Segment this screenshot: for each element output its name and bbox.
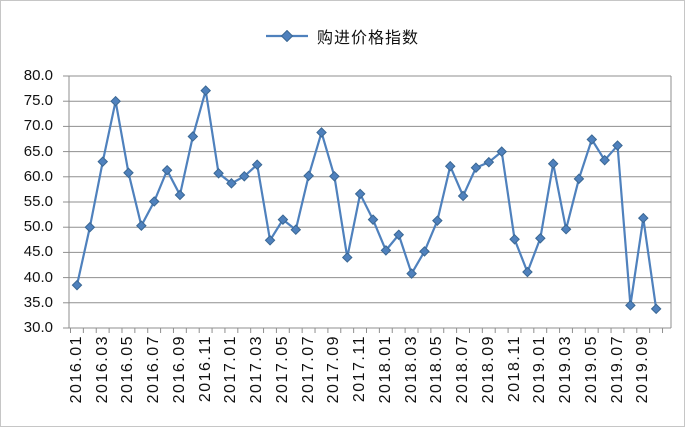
data-point-marker <box>637 212 649 224</box>
data-point-marker <box>123 167 134 179</box>
data-point-marker <box>393 229 405 241</box>
x-axis-label: 2016.05 <box>119 335 137 404</box>
data-point-marker <box>573 173 585 185</box>
data-point-marker <box>161 164 173 176</box>
x-axis-label: 2016.01 <box>68 335 85 404</box>
data-point-marker <box>625 300 636 311</box>
y-axis-label: 30.0 <box>23 319 53 336</box>
y-axis-label: 80.0 <box>23 67 53 84</box>
x-axis-label: 2017.05 <box>273 335 291 404</box>
data-point-marker <box>457 190 469 202</box>
data-point-marker <box>303 170 314 182</box>
x-axis-label: 2019.09 <box>634 335 652 404</box>
data-point-marker <box>547 158 559 170</box>
data-point-marker <box>483 156 495 168</box>
x-axis-label: 2018.01 <box>376 335 394 404</box>
x-axis-label: 2016.09 <box>170 335 188 404</box>
data-point-marker <box>535 232 546 244</box>
data-point-marker <box>470 162 482 174</box>
data-point-marker <box>509 233 520 245</box>
data-point-marker <box>329 170 340 182</box>
y-axis-label: 50.0 <box>23 218 53 236</box>
data-point-marker <box>71 279 83 291</box>
data-point-marker <box>419 246 430 257</box>
x-axis-label: 2019.01 <box>531 335 549 404</box>
data-point-marker <box>136 220 147 231</box>
x-axis-label: 2016.07 <box>145 335 163 404</box>
data-point-marker <box>226 178 237 189</box>
data-point-marker <box>612 140 623 151</box>
data-point-marker <box>97 156 109 167</box>
y-axis-label: 75.0 <box>23 92 53 110</box>
data-point-marker <box>264 234 276 246</box>
y-axis-label: 70.0 <box>23 117 53 135</box>
data-point-marker <box>586 134 598 145</box>
data-point-marker <box>316 127 327 138</box>
x-axis-label: 2018.07 <box>454 335 472 404</box>
data-point-marker <box>290 224 302 236</box>
data-point-marker <box>444 160 456 172</box>
data-point-marker <box>406 268 417 279</box>
y-axis-label: 60.0 <box>23 167 53 185</box>
data-point-marker <box>84 221 96 233</box>
data-point-marker <box>354 188 366 200</box>
x-axis-label: 2018.11 <box>505 335 523 403</box>
data-point-marker <box>213 167 224 179</box>
x-axis-label: 2017.03 <box>248 335 266 404</box>
data-point-marker <box>110 95 121 107</box>
x-axis-label: 2019.05 <box>582 335 600 404</box>
y-axis-label: 40.0 <box>23 268 53 286</box>
data-point-marker <box>200 85 212 96</box>
y-axis-label: 45.0 <box>23 243 53 261</box>
data-point-marker <box>522 266 533 278</box>
data-point-marker <box>251 159 263 171</box>
x-axis-label: 2019.07 <box>608 335 626 404</box>
x-axis-label: 2016.11 <box>196 335 214 403</box>
x-axis-label: 2017.11 <box>351 335 369 403</box>
x-axis-label: 2016.03 <box>93 335 111 404</box>
legend-label: 购进价格指数 <box>316 30 419 47</box>
data-point-marker <box>432 215 443 226</box>
y-axis-label: 35.0 <box>23 293 53 311</box>
data-point-marker <box>367 214 379 225</box>
x-axis-label: 2017.01 <box>222 335 240 404</box>
x-axis-label: 2018.03 <box>402 335 420 404</box>
x-axis-label: 2019.03 <box>557 335 575 404</box>
y-axis-label: 65.0 <box>23 142 53 160</box>
data-point-marker <box>341 252 353 263</box>
data-point-marker <box>650 303 662 315</box>
x-axis-label: 2017.07 <box>299 335 317 404</box>
data-point-marker <box>277 214 289 225</box>
data-point-marker <box>496 146 508 157</box>
y-axis-label: 55.0 <box>23 193 53 210</box>
data-point-marker <box>560 223 572 235</box>
data-point-marker <box>174 189 186 201</box>
data-point-marker <box>239 170 250 182</box>
data-point-marker <box>148 196 160 207</box>
x-axis-label: 2018.09 <box>479 335 497 404</box>
legend-marker-line-icon <box>265 30 308 42</box>
x-axis-label: 2018.05 <box>428 335 446 404</box>
series-line <box>75 89 658 310</box>
data-point-marker <box>187 131 199 142</box>
chart-legend: 购进价格指数 <box>1 25 684 47</box>
data-point-marker <box>380 245 392 256</box>
data-point-marker <box>599 154 610 166</box>
x-axis-label: 2017.09 <box>325 335 343 404</box>
